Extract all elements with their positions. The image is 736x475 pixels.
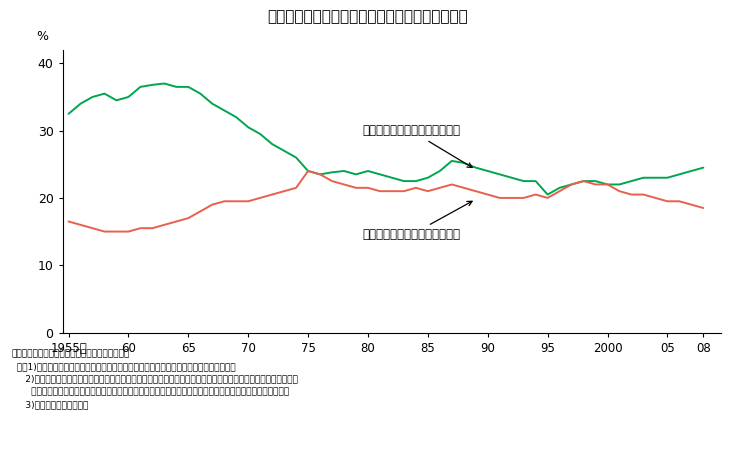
Text: 三大都市圏から地方圏への移動: 三大都市圏から地方圏への移動 [362,201,472,241]
Text: %: % [36,30,49,43]
Text: 地方圏から三大都市圏への移動: 地方圏から三大都市圏への移動 [362,124,473,168]
Text: 資料：総務省「住民基本台帳人口移動報告年報」
  注：1)各年の移動人口における三大都市圏から地方圏、地方圏から三大都市圏の人口割合
     2)三大都市圏は: 資料：総務省「住民基本台帳人口移動報告年報」 注：1)各年の移動人口における三大… [11,349,298,409]
Text: 図４－１　三大都市圏と地方圏の人口移動の推移: 図４－１ 三大都市圏と地方圏の人口移動の推移 [268,10,468,25]
